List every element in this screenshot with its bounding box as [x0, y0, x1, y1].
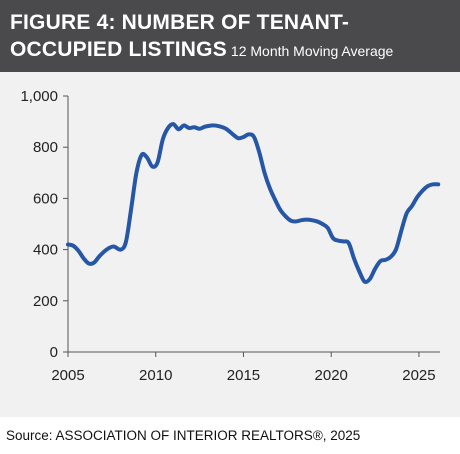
y-tick-label: 200: [33, 293, 58, 310]
y-tick-label: 0: [50, 344, 58, 361]
x-tick-label: 2015: [227, 367, 260, 384]
chart-title-line1: FIGURE 4: NUMBER OF TENANT-: [10, 11, 350, 34]
series-group: [66, 122, 441, 285]
x-tick-label: 2020: [315, 367, 348, 384]
chart-subtitle: 12 Month Moving Average: [230, 43, 394, 59]
y-tick-label: 400: [33, 242, 58, 259]
chart-title-line2-bold: OCCUPIED LISTINGS: [10, 38, 227, 61]
y-tick-label: 1,000: [20, 88, 58, 105]
chart-title-line2: OCCUPIED LISTINGS 12 Month Moving Average: [10, 38, 393, 62]
y-tick-label: 800: [33, 139, 58, 156]
series-line: [66, 122, 441, 285]
y-tick-label: 600: [33, 190, 58, 207]
line-chart: 0 200 400 600 800 1,000 2005 2010 2015 2020 2025: [20, 88, 441, 384]
x-tick-label: 2025: [402, 367, 435, 384]
chart-header: FIGURE 4: NUMBER OF TENANT- OCCUPIED LIS…: [0, 0, 460, 72]
source-note: Source: ASSOCIATION OF INTERIOR REALTORS…: [6, 428, 361, 443]
x-tick-label: 2005: [51, 367, 84, 384]
tick-labels: 0 200 400 600 800 1,000 2005 2010 2015 2020 2025: [20, 88, 435, 384]
x-tick-label: 2010: [139, 367, 172, 384]
axes: [63, 95, 440, 357]
